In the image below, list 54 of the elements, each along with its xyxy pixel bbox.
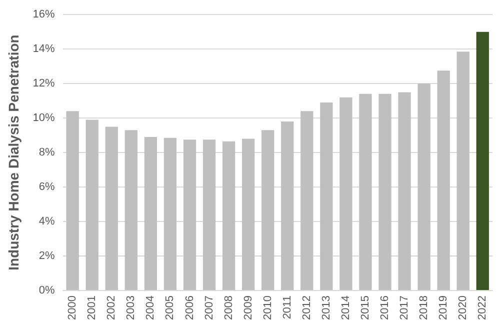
x-tick-label: 2006 (184, 296, 196, 320)
x-tick-label: 2007 (203, 296, 216, 320)
bar (183, 140, 196, 290)
x-tick-label: 2018 (418, 296, 430, 320)
bar (144, 137, 158, 290)
y-axis-title: Industry Home Dialysis Penetration (5, 34, 22, 270)
bar (398, 92, 411, 290)
y-tick-label: 12% (32, 78, 56, 90)
bar (164, 138, 177, 290)
bar (202, 140, 216, 290)
x-tick-label: 2013 (320, 296, 332, 320)
x-tick-label: 2014 (340, 296, 352, 320)
y-tick-label: 10% (32, 112, 56, 124)
bar (378, 94, 392, 290)
bar (320, 102, 333, 290)
x-tick-label: 2005 (164, 296, 176, 320)
y-tick-label: 8% (38, 146, 56, 159)
y-tick-label: 6% (38, 181, 56, 194)
bar (418, 84, 430, 290)
x-tick-label: 2008 (222, 296, 235, 320)
bar (281, 122, 294, 290)
bar (242, 138, 255, 290)
bar (437, 70, 450, 290)
bar (359, 94, 372, 290)
bar (66, 111, 79, 290)
x-tick-label: 2022 (476, 296, 489, 320)
x-tick-label: 2016 (379, 296, 392, 320)
x-tick-label: 2010 (262, 296, 274, 320)
x-tick-label: 2019 (438, 296, 450, 320)
bar (262, 130, 274, 290)
y-tick-label: 4% (38, 216, 56, 228)
bar (222, 141, 236, 290)
bar (456, 52, 470, 290)
x-tick-label: 2012 (300, 296, 313, 320)
x-tick-label: 2001 (86, 296, 98, 320)
y-tick-label: 16% (32, 8, 56, 21)
bar (105, 126, 118, 290)
x-tick-label: 2003 (125, 296, 138, 320)
x-tick-label: 2004 (144, 296, 157, 320)
x-tick-label: 2002 (106, 296, 118, 320)
y-tick-label: 2% (38, 250, 56, 262)
x-tick-label: 2009 (242, 296, 254, 320)
x-tick-label: 2011 (281, 296, 294, 320)
bar (300, 111, 314, 290)
x-tick-label: 2000 (66, 296, 79, 320)
y-tick-label: 14% (32, 43, 56, 56)
y-tick-label: 0% (38, 284, 56, 297)
x-tick-label: 2017 (398, 296, 411, 320)
bar (124, 130, 138, 290)
bar (340, 97, 352, 290)
x-tick-label: 2015 (359, 296, 372, 320)
bar (86, 120, 98, 290)
x-tick-label: 2020 (457, 296, 470, 320)
bar (476, 32, 489, 290)
